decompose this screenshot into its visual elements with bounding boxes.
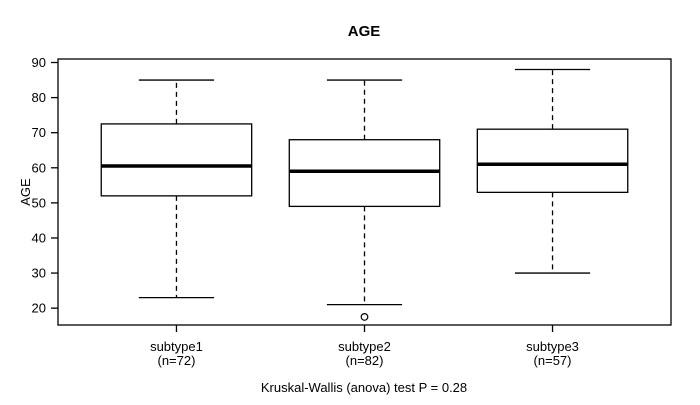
group-sublabel: (n=72) xyxy=(157,353,195,368)
y-tick-label: 70 xyxy=(32,125,46,140)
group-sublabel: (n=57) xyxy=(534,353,572,368)
box-rect xyxy=(476,128,629,194)
group-label: subtype3 xyxy=(526,339,579,354)
y-tick-label: 90 xyxy=(32,55,46,70)
y-tick-label: 20 xyxy=(32,301,46,316)
y-tick-label: 80 xyxy=(32,90,46,105)
plot-frame xyxy=(57,58,672,326)
plot-area: 2030405060708090subtype1(n=72)subtype2(n… xyxy=(32,55,672,368)
y-tick-label: 50 xyxy=(32,195,46,210)
group-label: subtype2 xyxy=(338,339,391,354)
y-tick-label: 30 xyxy=(32,266,46,281)
box-rect xyxy=(288,139,441,208)
group-label: subtype1 xyxy=(150,339,203,354)
group-sublabel: (n=82) xyxy=(346,353,384,368)
chart-title: AGE xyxy=(348,23,381,40)
kruskal-wallis-annotation: Kruskal-Wallis (anova) test P = 0.28 xyxy=(261,380,467,395)
outlier-point xyxy=(360,313,369,321)
y-tick-label: 60 xyxy=(32,160,46,175)
y-tick-label: 40 xyxy=(32,230,46,245)
box-rect xyxy=(100,123,253,197)
y-axis-label: AGE xyxy=(18,178,33,206)
